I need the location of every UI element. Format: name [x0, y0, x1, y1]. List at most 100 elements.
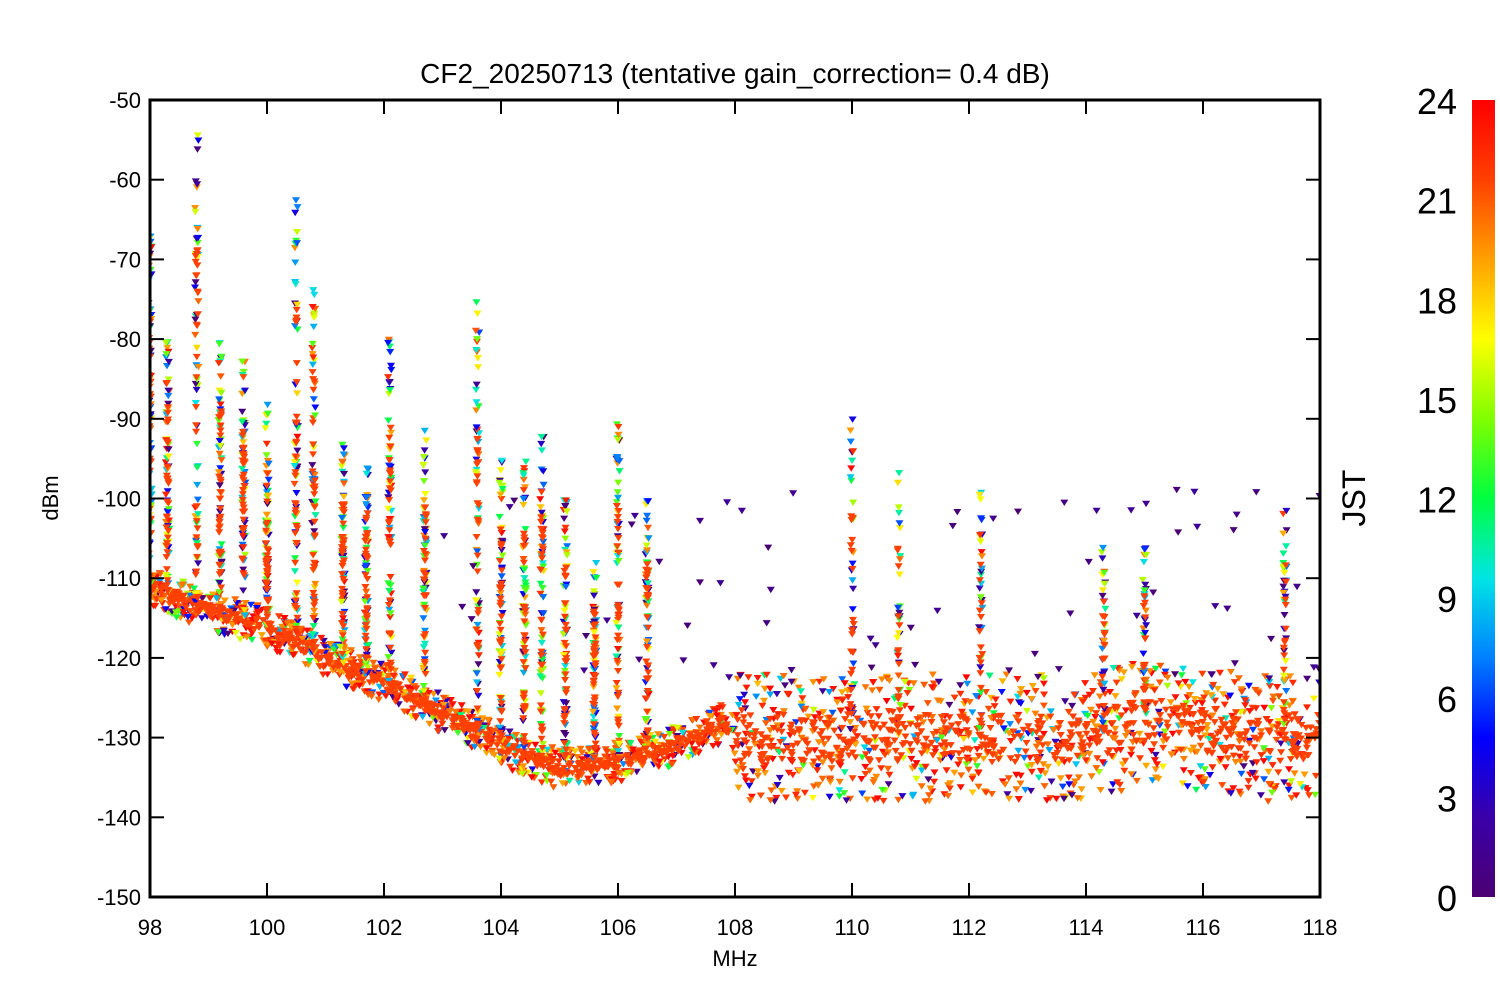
data-point — [858, 754, 867, 761]
data-point — [472, 597, 481, 605]
data-point — [975, 655, 984, 662]
data-point — [520, 638, 529, 645]
colorbar-tick-label: 18 — [1417, 280, 1457, 321]
data-point — [193, 262, 202, 269]
data-point — [271, 627, 280, 634]
data-point — [565, 763, 574, 770]
y-tick-label: -60 — [109, 168, 141, 193]
data-point — [722, 723, 731, 730]
data-point — [434, 724, 443, 731]
data-point — [590, 773, 599, 780]
data-point — [574, 773, 583, 781]
data-point — [642, 658, 651, 665]
data-point — [192, 344, 201, 352]
data-point — [326, 641, 335, 648]
data-point — [1073, 752, 1082, 760]
data-point — [386, 659, 395, 666]
data-point — [421, 631, 430, 638]
data-point — [642, 695, 651, 702]
data-point — [361, 526, 370, 533]
data-point — [1210, 719, 1219, 726]
data-point — [1098, 719, 1107, 727]
data-point — [387, 688, 396, 695]
data-point — [424, 707, 432, 714]
data-point — [818, 775, 827, 783]
data-point — [292, 306, 301, 314]
data-point — [192, 503, 201, 510]
data-point — [421, 671, 430, 678]
data-point — [1281, 625, 1290, 633]
data-point — [846, 542, 855, 549]
data-point — [893, 756, 902, 763]
data-point — [261, 425, 270, 432]
data-point — [298, 639, 307, 646]
data-point — [310, 607, 319, 615]
data-point — [1194, 720, 1203, 727]
data-point — [779, 673, 788, 680]
data-point — [418, 713, 427, 721]
data-point — [654, 731, 663, 738]
data-point — [982, 789, 991, 796]
data-point — [848, 666, 857, 674]
data-point — [589, 708, 597, 716]
data-point — [860, 744, 869, 751]
data-point — [1208, 712, 1217, 719]
colorbar-tick-label: 9 — [1437, 579, 1457, 620]
data-point — [590, 697, 599, 704]
data-point — [1082, 724, 1091, 731]
data-point — [561, 603, 570, 611]
data-point — [956, 690, 965, 698]
data-point — [325, 660, 333, 668]
data-point — [917, 728, 926, 735]
data-point — [293, 301, 302, 309]
data-point — [1094, 733, 1103, 740]
data-point — [959, 735, 968, 743]
data-point — [614, 431, 623, 439]
data-point — [990, 703, 999, 710]
data-point — [956, 757, 964, 764]
data-point — [419, 688, 428, 695]
x-tick-label: 98 — [138, 915, 162, 940]
data-point — [1058, 783, 1067, 790]
data-point — [384, 580, 393, 587]
data-point — [1065, 757, 1074, 764]
data-point — [338, 571, 347, 578]
data-point — [172, 609, 180, 616]
data-point — [591, 740, 600, 747]
data-point — [642, 602, 651, 609]
data-point — [386, 614, 395, 621]
data-point — [1270, 786, 1279, 793]
data-point — [1012, 771, 1021, 779]
data-point — [772, 691, 781, 698]
data-point — [338, 548, 347, 555]
data-point — [157, 597, 166, 604]
data-point — [885, 677, 894, 684]
data-point — [1132, 777, 1141, 785]
data-point — [594, 779, 603, 787]
data-point — [576, 745, 585, 753]
data-point — [1064, 708, 1073, 716]
data-point — [291, 559, 300, 567]
data-point — [308, 340, 317, 348]
data-point — [512, 731, 521, 739]
data-point — [1032, 754, 1041, 761]
data-point — [589, 721, 598, 728]
y-tick-label: -150 — [97, 885, 141, 910]
data-point — [614, 748, 623, 755]
data-point — [895, 571, 904, 578]
data-point — [415, 702, 423, 710]
data-point — [1064, 744, 1073, 752]
data-point — [428, 701, 436, 708]
data-point — [239, 487, 247, 494]
data-point — [385, 457, 394, 464]
data-point — [897, 752, 906, 759]
data-point — [496, 491, 505, 498]
data-point — [497, 664, 506, 671]
data-point — [816, 715, 824, 723]
data-point — [957, 772, 966, 779]
data-point — [846, 719, 855, 726]
data-point — [582, 633, 590, 640]
data-point — [1100, 728, 1109, 735]
data-point — [473, 568, 482, 575]
data-point — [371, 665, 380, 673]
